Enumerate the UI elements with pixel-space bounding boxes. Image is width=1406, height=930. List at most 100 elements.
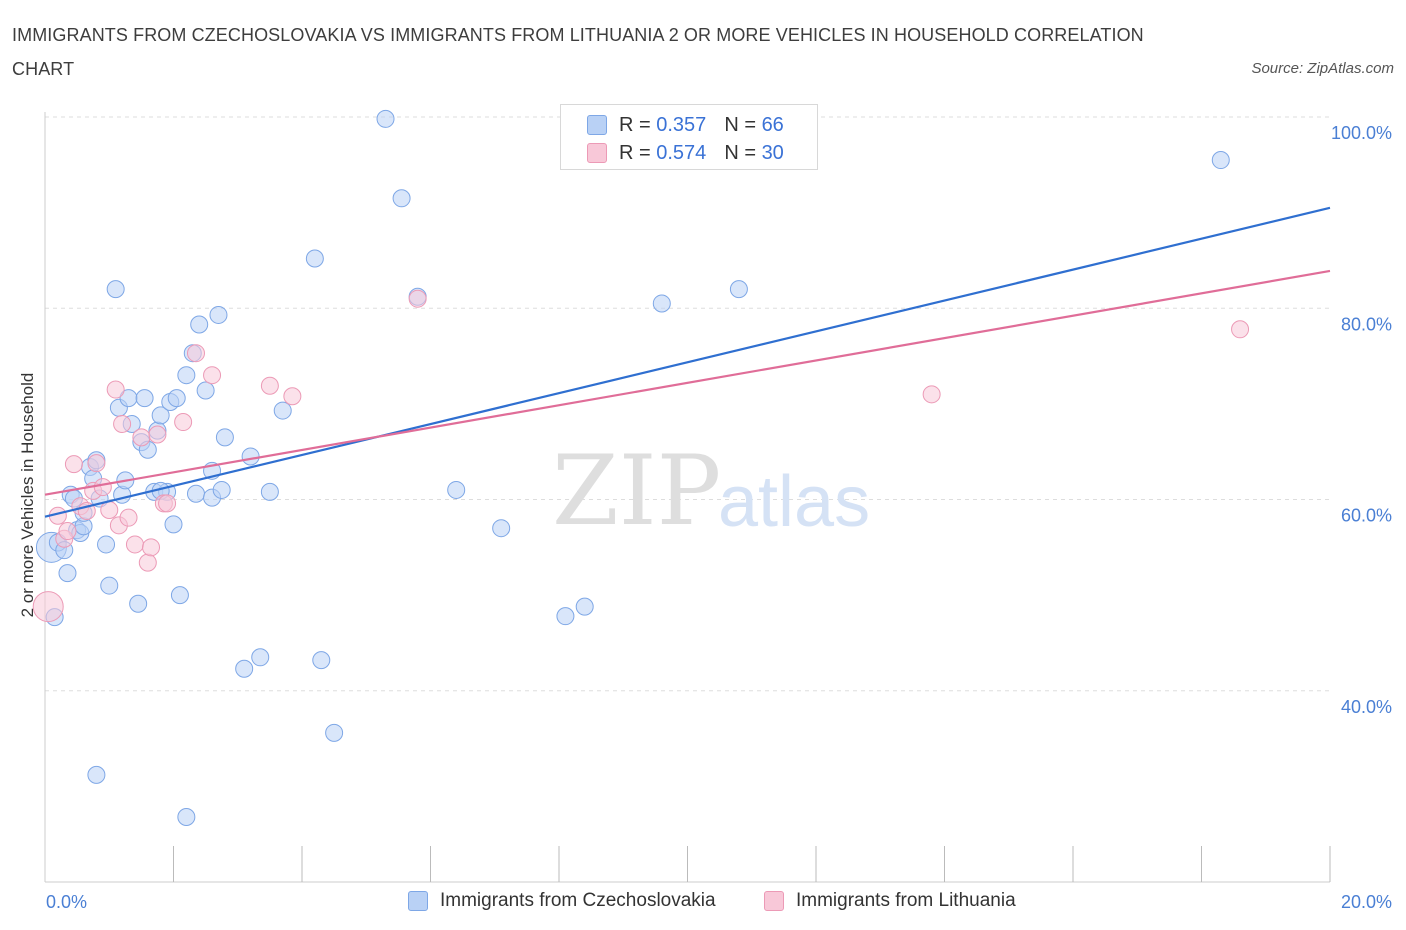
point-lith [125,535,144,554]
legend-item-lith[interactable]: Immigrants from Lithuania [764,890,1016,912]
grid-lines [45,116,1330,692]
point-czech [167,389,186,408]
watermark-atlas: atlas [718,462,870,542]
series-lith-points [32,289,1250,623]
point-lith [186,344,205,363]
point-czech [215,428,234,447]
trend-line-lith [44,269,1331,496]
legend-n-value-czech: 66 [761,113,784,136]
point-czech [325,723,344,742]
y-tick-label-40: 40.0% [1341,697,1392,717]
axes [44,112,1331,883]
point-czech [209,305,228,324]
y-tick-label-80: 80.0% [1341,314,1392,334]
legend-n-label: N = [724,141,756,164]
point-czech [151,406,170,425]
point-lith [64,455,83,474]
point-lith [408,289,427,308]
point-lith [119,508,138,527]
legend-item-czech[interactable]: Immigrants from Czechoslovakia [408,890,716,912]
point-czech [652,294,671,313]
point-lith [32,591,64,623]
point-czech [212,480,231,499]
point-czech [556,607,575,626]
point-lith [106,380,125,399]
point-lith [158,494,177,513]
point-lith [100,501,119,520]
trend-line-czech [44,206,1331,518]
watermark: ZIP atlas [552,435,870,547]
point-czech [575,597,594,616]
point-czech [190,315,209,334]
point-czech [177,366,196,385]
point-lith [1231,320,1250,339]
point-czech [235,659,254,678]
point-czech [305,249,324,268]
point-lith [138,553,157,572]
point-czech [312,651,331,670]
point-czech [177,807,196,826]
series-czech-points [35,109,1230,826]
point-czech [186,484,205,503]
point-czech [196,381,215,400]
point-lith [93,478,112,497]
point-lith [174,413,193,432]
legend-r-label: R = [619,113,651,136]
legend-r-label: R = [619,141,651,164]
legend-row-czech: R = 0.357 N = 66 [587,111,784,139]
point-czech [135,389,154,408]
legend-n-value-lith: 30 [761,141,784,164]
legend-row-lith: R = 0.574 N = 30 [587,139,784,167]
y-axis-title: 2 or more Vehicles in Household [18,373,37,618]
legend-swatch-czech [408,891,428,911]
point-lith [87,454,106,473]
point-lith [283,387,302,406]
point-czech [729,280,748,299]
point-lith [58,522,77,541]
point-czech [164,515,183,534]
point-lith [203,366,222,385]
legend-label-lith: Immigrants from Lithuania [796,890,1016,911]
point-lith [922,385,941,404]
legend-swatch-czech [587,115,607,135]
chart-title: IMMIGRANTS FROM CZECHOSLOVAKIA VS IMMIGR… [12,25,1144,79]
legend-swatch-lith [764,891,784,911]
point-czech [376,109,395,128]
point-lith [148,425,167,444]
legend-swatch-lith [587,143,607,163]
point-czech [447,480,466,499]
point-czech [87,765,106,784]
x-tick-label-min: 0.0% [46,892,87,912]
point-czech [58,564,77,583]
point-lith [113,414,132,433]
point-czech [170,586,189,605]
point-lith [132,428,151,447]
correlation-legend: R = 0.357 N = 66 R = 0.574 N = 30 [560,104,818,170]
legend-label-czech: Immigrants from Czechoslovakia [440,890,716,911]
legend-r-value-lith: 0.574 [656,141,707,164]
trend-lines [44,206,1331,518]
point-lith [260,376,279,395]
point-czech [106,280,125,299]
point-czech [492,519,511,538]
legend-n-label: N = [724,113,756,136]
watermark-zip: ZIP [552,435,721,547]
x-tick-label-max: 20.0% [1341,892,1392,912]
point-czech [129,594,148,613]
point-czech [251,648,270,667]
point-lith [142,538,161,557]
y-tick-label-60: 60.0% [1341,506,1392,526]
legend-r-value-czech: 0.357 [656,113,707,136]
series-legend: Immigrants from Czechoslovakia Immigrant… [0,890,1406,916]
point-czech [100,576,119,595]
point-czech [392,189,411,208]
y-tick-label-100: 100.0% [1331,123,1392,143]
point-czech [260,482,279,501]
tick-labels: 40.0% 60.0% 80.0% 100.0% 0.0% 20.0% [46,123,1392,912]
source-label: Source: ZipAtlas.com [1251,60,1394,77]
point-czech [97,535,116,554]
point-czech [241,447,260,466]
point-czech [273,401,292,420]
point-czech [1211,151,1230,170]
